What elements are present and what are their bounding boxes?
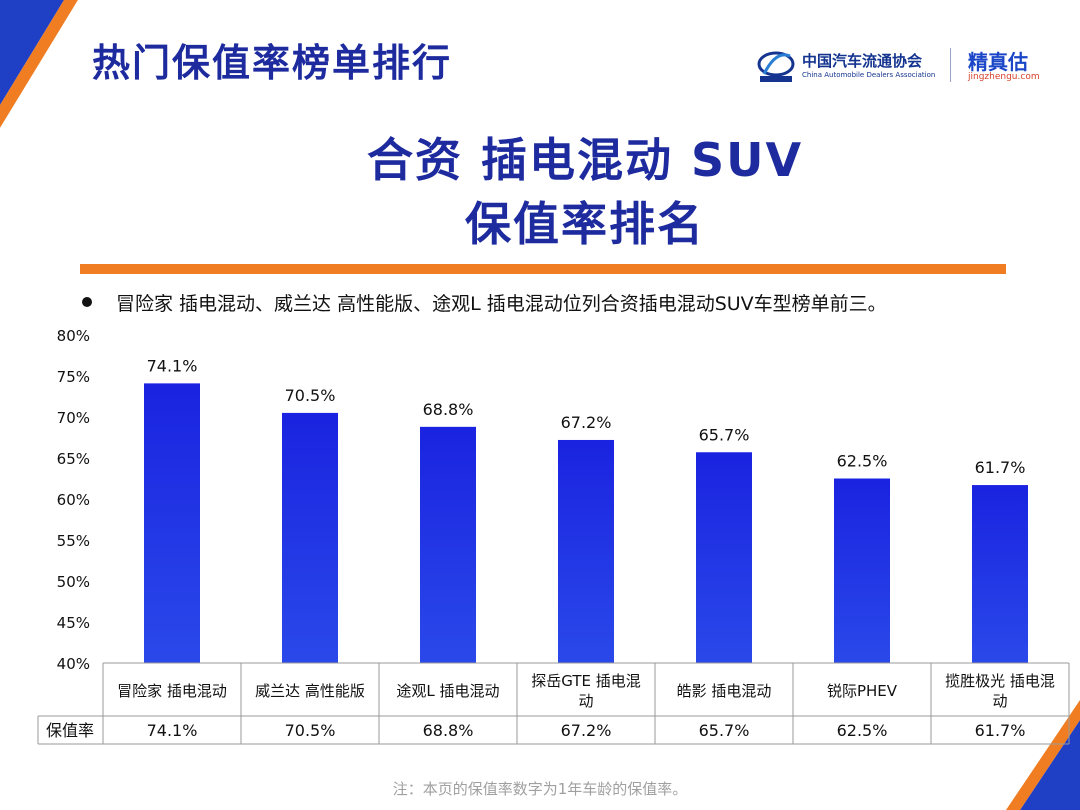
y-tick-label: 75%	[57, 368, 90, 386]
logo-area: 中国汽车流通协会 China Automobile Dealers Associ…	[756, 44, 1056, 88]
association-name-en: China Automobile Dealers Association	[802, 71, 936, 79]
y-tick-label: 55%	[57, 532, 90, 550]
y-tick-label: 50%	[57, 573, 90, 591]
data-label: 70.5%	[285, 386, 336, 405]
category-label: 揽胜极光 插电混动	[945, 672, 1055, 710]
bar	[834, 478, 890, 663]
data-label: 68.8%	[423, 400, 474, 419]
category-label: 途观L 插电混动	[396, 682, 499, 700]
table-value: 62.5%	[837, 721, 888, 740]
bar	[282, 412, 338, 663]
y-tick-label: 45%	[57, 614, 90, 632]
y-tick-label: 60%	[57, 491, 90, 509]
table-value: 67.2%	[561, 721, 612, 740]
y-tick-label: 65%	[57, 450, 90, 468]
logo-divider	[950, 48, 951, 82]
association-name-cn: 中国汽车流通协会	[802, 52, 923, 70]
data-labels: 74.1% 70.5% 68.8% 67.2% 65.7% 62.5% 61.7%	[147, 356, 1026, 477]
category-label: 威兰达 高性能版	[255, 682, 365, 700]
main-title-line1: 合资 插电混动 SUV	[366, 133, 804, 187]
table-value: 70.5%	[285, 721, 336, 740]
table-value: 68.8%	[423, 721, 474, 740]
data-table: 保值率 冒险家 插电混动 74.1% 威兰达 高性能版 70.5% 途观L 插电混动 68.…	[37, 662, 1070, 745]
y-tick-label: 80%	[57, 327, 90, 345]
table-value: 61.7%	[975, 721, 1026, 740]
bar	[696, 452, 752, 663]
category-label: 锐际PHEV	[827, 682, 898, 700]
category-label: 皓影 插电混动	[677, 682, 772, 700]
summary-bullet: 冒险家 插电混动、威兰达 高性能版、途观L 插电混动位列合资插电混动SUV车型榜…	[116, 293, 887, 315]
main-title-line2: 保值率排名	[465, 197, 705, 251]
data-label: 65.7%	[699, 425, 750, 444]
table-value: 65.7%	[699, 721, 750, 740]
bar	[972, 485, 1028, 663]
bars	[144, 383, 1028, 663]
category-label: 冒险家 插电混动	[117, 682, 227, 700]
y-tick-label: 70%	[57, 409, 90, 427]
bar	[144, 383, 200, 663]
y-tick-label: 40%	[57, 655, 90, 673]
page-title: 热门保值率榜单排行	[92, 41, 453, 85]
corner-stripes-top-left	[0, 0, 80, 134]
brand-name: 精真估	[968, 50, 1028, 74]
data-label: 61.7%	[975, 458, 1026, 477]
bar	[558, 439, 614, 663]
corner-stripes-bottom-right	[1006, 700, 1080, 810]
bullet-icon	[82, 297, 92, 307]
table-value: 74.1%	[147, 721, 198, 740]
footnote: 注：本页的保值率数字为1年车龄的保值率。	[392, 780, 688, 798]
bar	[420, 426, 476, 663]
brand-url: jingzhengu.com	[968, 72, 1040, 82]
table-row-label: 保值率	[46, 721, 94, 740]
category-label: 探岳GTE 插电混动	[531, 672, 641, 710]
title-divider	[80, 264, 1006, 274]
cada-logo-icon	[757, 51, 795, 82]
y-axis: 80% 75% 70% 65% 60% 55% 50% 45% 40%	[57, 327, 90, 673]
data-label: 67.2%	[561, 413, 612, 432]
data-label: 62.5%	[837, 452, 888, 471]
data-label: 74.1%	[147, 356, 198, 375]
bar-chart: 80% 75% 70% 65% 60% 55% 50% 45% 40% 74.1% 70.5% 68…	[37, 327, 1070, 745]
